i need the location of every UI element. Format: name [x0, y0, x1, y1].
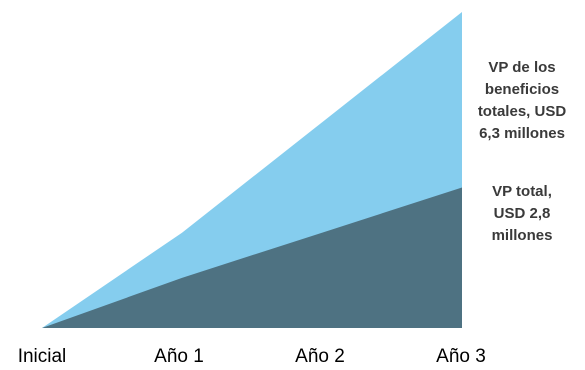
series-label-1: VP de los beneficios totales, USD 6,3 millo… — [478, 59, 567, 142]
x-tick-label: Año 2 — [295, 346, 345, 367]
chart-areas — [42, 12, 462, 328]
x-tick-label: Año 3 — [436, 346, 486, 367]
series-label-2: VP total, USD 2,8 millones — [492, 183, 553, 244]
area-series-2 — [42, 187, 462, 328]
x-axis-tick-labels: Inicial Año 1 Año 2 Año 3 — [18, 346, 486, 367]
x-tick-label: Inicial — [18, 346, 67, 367]
x-tick-label: Año 1 — [154, 346, 204, 367]
series-labels: VP de los beneficios totales, USD 6,3 millo… — [478, 59, 567, 244]
